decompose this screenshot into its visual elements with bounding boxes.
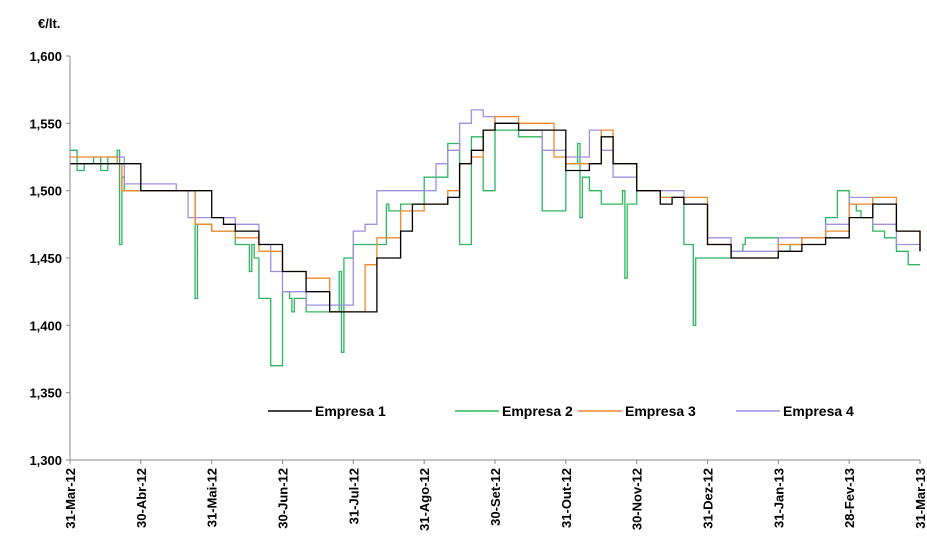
x-tick-labels: 31-Mar-12 30-Abr-12 31-Mai-12 30-Jun-12 31-J… [63, 460, 927, 531]
legend-label-1: Empresa 1 [315, 403, 386, 419]
y-tick-label: 1,300 [29, 453, 62, 468]
x-tick-label: 28-Fev-13 [842, 468, 857, 528]
legend-label-4: Empresa 4 [783, 403, 854, 419]
y-tick-label: 1,550 [29, 116, 62, 131]
x-tick-label: 31-Mar-13 [913, 468, 927, 529]
x-tick-label: 31-Dez-12 [701, 468, 716, 529]
y-tick-labels: 1,300 1,350 1,400 1,450 1,500 1,550 1,600 [29, 49, 70, 468]
series-lines [70, 109, 921, 367]
x-tick-label: 30-Jun-12 [276, 468, 291, 529]
x-tick-label: 31-Out-12 [559, 468, 574, 528]
y-axis-unit-label: €/lt. [38, 16, 60, 31]
x-tick-label: 31-Jan-13 [771, 468, 786, 528]
series-line-1 [70, 122, 921, 313]
x-tick-label: 31-Ago-12 [417, 468, 432, 531]
series-line-2 [70, 129, 920, 367]
legend-label-2: Empresa 2 [502, 403, 573, 419]
y-tick-label: 1,500 [29, 184, 62, 199]
y-tick-label: 1,400 [29, 318, 62, 333]
x-tick-label: 31-Jul-12 [346, 468, 361, 524]
y-tick-label: 1,350 [29, 386, 62, 401]
x-tick-label: 30-Set-12 [488, 468, 503, 526]
legend: Empresa 1 Empresa 2 Empresa 3 Empresa 4 [268, 403, 854, 419]
x-tick-label: 31-Mar-12 [63, 468, 78, 529]
y-tick-label: 1,600 [29, 49, 62, 64]
x-tick-label: 30-Abr-12 [134, 468, 149, 528]
x-tick-label: 31-Mai-12 [205, 468, 220, 527]
x-tick-label: 30-Nov-12 [630, 468, 645, 530]
legend-label-3: Empresa 3 [625, 403, 696, 419]
y-tick-label: 1,450 [29, 251, 62, 266]
